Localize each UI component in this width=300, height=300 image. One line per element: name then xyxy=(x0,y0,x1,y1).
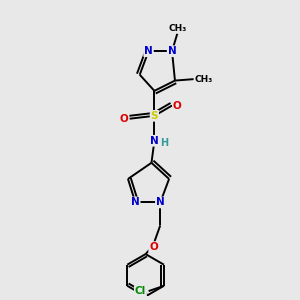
Text: O: O xyxy=(120,114,128,124)
Text: S: S xyxy=(151,111,158,121)
Text: N: N xyxy=(168,46,176,56)
Text: Cl: Cl xyxy=(135,286,146,296)
Text: O: O xyxy=(173,100,182,110)
Text: H: H xyxy=(160,138,169,148)
Text: N: N xyxy=(150,136,159,146)
Text: N: N xyxy=(131,197,140,207)
Text: CH₃: CH₃ xyxy=(168,24,186,33)
Text: N: N xyxy=(144,46,153,56)
Text: N: N xyxy=(156,197,165,207)
Text: O: O xyxy=(149,242,158,252)
Text: CH₃: CH₃ xyxy=(194,75,213,84)
